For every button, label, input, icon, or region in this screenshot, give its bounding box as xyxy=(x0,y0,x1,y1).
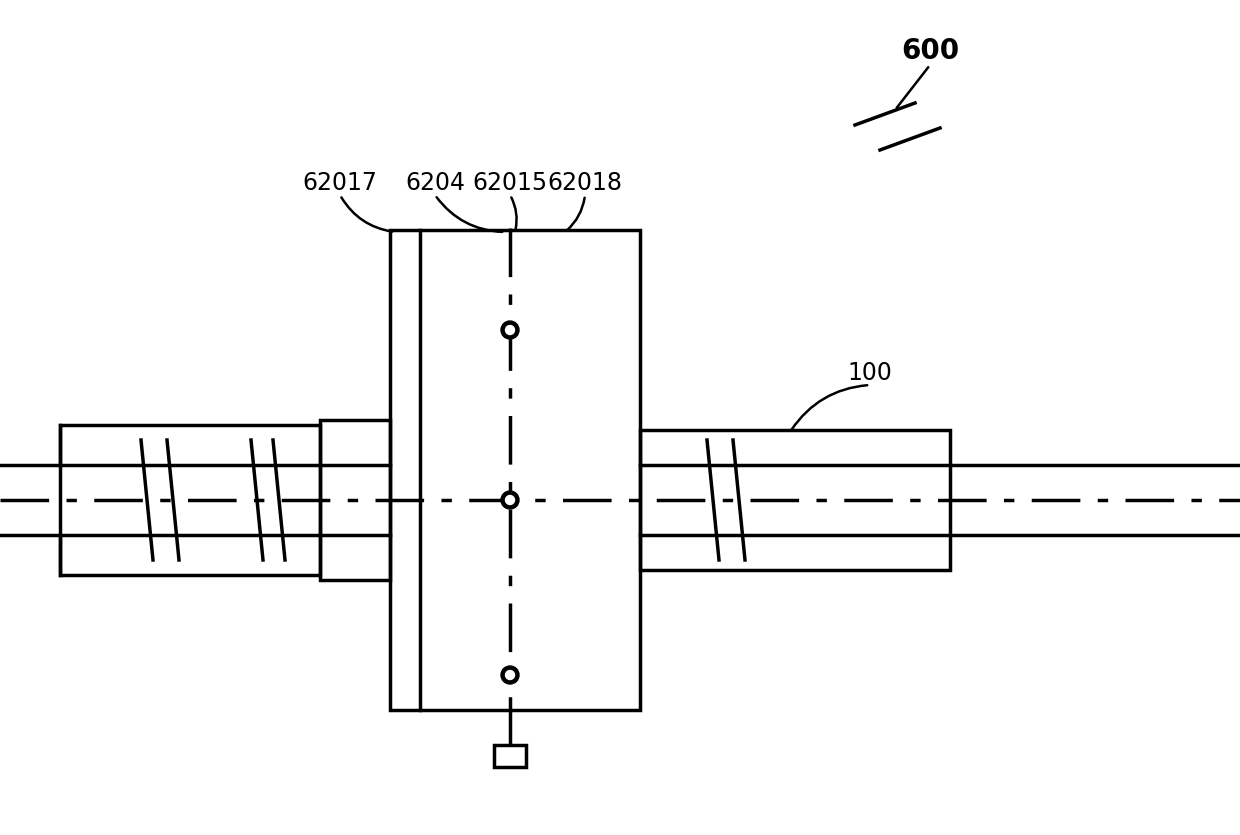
Circle shape xyxy=(501,491,520,509)
Text: 62018: 62018 xyxy=(548,171,622,195)
Circle shape xyxy=(501,321,520,339)
Circle shape xyxy=(501,666,520,684)
Text: 62015: 62015 xyxy=(472,171,548,195)
Circle shape xyxy=(506,671,515,680)
Text: 6204: 6204 xyxy=(405,171,465,195)
Text: 62017: 62017 xyxy=(303,171,377,195)
Text: 100: 100 xyxy=(848,361,893,385)
Text: 600: 600 xyxy=(901,37,959,65)
Circle shape xyxy=(506,326,515,335)
Circle shape xyxy=(506,495,515,504)
